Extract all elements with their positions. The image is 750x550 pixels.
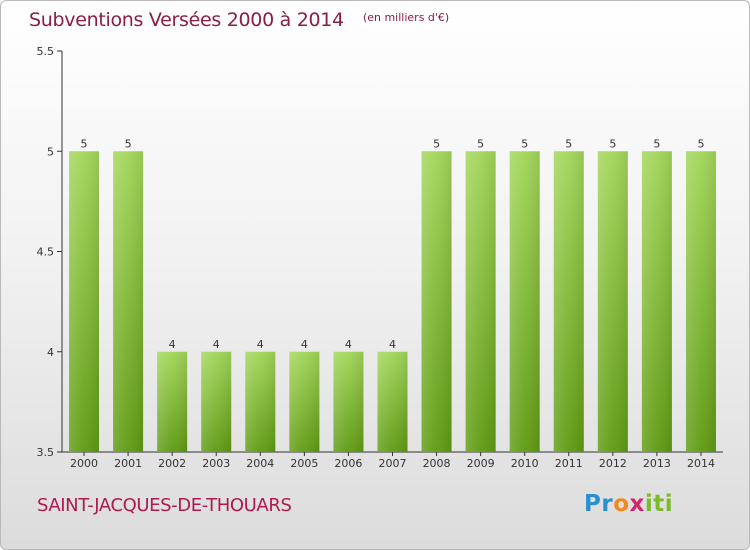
x-tick-label: 2011 xyxy=(555,457,583,470)
bar-sheen xyxy=(245,351,276,452)
bar-sheen xyxy=(157,351,188,452)
y-tick-label: 4.5 xyxy=(37,246,55,259)
data-label: 4 xyxy=(257,338,264,351)
x-tick-label: 2007 xyxy=(379,457,407,470)
bar-sheen xyxy=(113,151,144,452)
x-tick-label: 2004 xyxy=(246,457,274,470)
bar-sheen xyxy=(641,151,672,452)
proxiti-logo[interactable]: Proxiti xyxy=(584,491,674,517)
bars xyxy=(69,151,716,452)
bar-sheen xyxy=(685,151,716,452)
data-label: 4 xyxy=(389,338,396,351)
x-tick-label: 2001 xyxy=(114,457,142,470)
data-label: 5 xyxy=(477,137,484,150)
bar-sheen xyxy=(289,351,320,452)
title-row: Subventions Versées 2000 à 2014 (en mill… xyxy=(29,9,449,31)
data-label: 4 xyxy=(345,338,352,351)
data-labels: 5 5 4 4 4 4 4 4 5 5 5 5 5 5 5 xyxy=(81,137,705,351)
x-tick-label: 2005 xyxy=(290,457,318,470)
data-label: 4 xyxy=(169,338,176,351)
x-tick-label: 2012 xyxy=(599,457,627,470)
data-label: 5 xyxy=(81,137,88,150)
chart-subtitle: (en milliers d'€) xyxy=(362,11,450,24)
bar-sheen xyxy=(333,351,364,452)
bar-sheen xyxy=(553,151,584,452)
data-label: 5 xyxy=(433,137,440,150)
x-tick-label: 2013 xyxy=(643,457,671,470)
data-label: 5 xyxy=(697,137,704,150)
bar-sheen xyxy=(421,151,452,452)
bar-sheen xyxy=(377,351,408,452)
x-tick-label: 2000 xyxy=(70,457,98,470)
data-label: 5 xyxy=(609,137,616,150)
x-tick-label: 2003 xyxy=(202,457,230,470)
x-tick-labels: 2000 2001 2002 2003 2004 2005 2006 2007 2008 2009… xyxy=(70,457,715,470)
bar-sheen xyxy=(465,151,496,452)
bar-sheen xyxy=(69,151,100,452)
bar-sheen xyxy=(509,151,540,452)
data-label: 5 xyxy=(565,137,572,150)
x-tick-label: 2014 xyxy=(687,457,715,470)
bar-sheen xyxy=(597,151,628,452)
data-label: 5 xyxy=(653,137,660,150)
data-label: 4 xyxy=(301,338,308,351)
data-label: 4 xyxy=(213,338,220,351)
x-tick-label: 2006 xyxy=(334,457,362,470)
y-tick-label: 5.5 xyxy=(37,45,55,58)
data-label: 5 xyxy=(521,137,528,150)
x-tick-label: 2010 xyxy=(511,457,539,470)
x-tick-label: 2009 xyxy=(467,457,495,470)
y-tick-label: 4 xyxy=(47,346,54,359)
chart-title: Subventions Versées 2000 à 2014 xyxy=(29,9,344,31)
y-tick-label: 5 xyxy=(47,145,54,158)
commune-name: SAINT-JACQUES-DE-THOUARS xyxy=(37,495,292,516)
bar-sheen xyxy=(201,351,232,452)
x-tick-label: 2002 xyxy=(158,457,186,470)
data-label: 5 xyxy=(125,137,132,150)
x-tick-label: 2008 xyxy=(423,457,451,470)
y-tick-labels: 3.5 4 4.5 5 5.5 xyxy=(37,45,55,459)
y-tick-label: 3.5 xyxy=(37,446,55,459)
